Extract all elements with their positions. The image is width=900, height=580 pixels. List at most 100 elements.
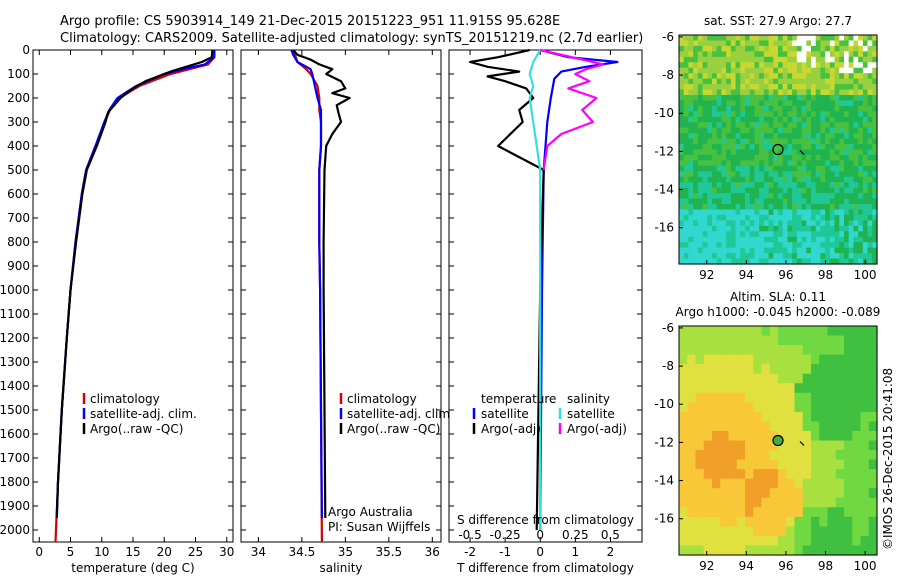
heatmap-cell	[695, 326, 705, 337]
heatmap-cell	[763, 204, 770, 211]
heatmap-cell	[726, 40, 732, 47]
heatmap-cell	[768, 78, 774, 85]
heatmap-cell	[716, 231, 723, 238]
heatmap-cell	[806, 258, 812, 265]
heatmap-cell	[786, 488, 796, 499]
heatmap-cell	[735, 193, 741, 200]
heatmap-cell	[679, 171, 685, 178]
heatmap-cell	[740, 73, 746, 80]
heatmap-cell	[720, 373, 730, 384]
heatmap-cell	[693, 56, 699, 63]
heatmap-cell	[745, 116, 751, 123]
heatmap-cell	[868, 526, 878, 537]
heatmap-cell	[835, 507, 845, 518]
heatmap-cell	[858, 94, 864, 102]
heatmap-cell	[712, 89, 718, 96]
heatmap-cell	[697, 84, 704, 91]
heatmap-cell	[730, 198, 737, 205]
heatmap-cell	[872, 204, 878, 211]
heatmap-cell	[768, 73, 774, 80]
heatmap-cell	[872, 214, 878, 221]
heatmap-cell	[740, 209, 746, 216]
y-tick-label: 600	[7, 187, 30, 201]
heatmap-cell	[712, 345, 721, 356]
heatmap-cell	[778, 335, 787, 346]
heatmap-cell	[735, 67, 741, 74]
heatmap-cell	[862, 160, 869, 167]
heatmap-cell	[759, 182, 765, 189]
heatmap-cell	[745, 231, 751, 238]
heatmap-cell	[811, 326, 820, 337]
heatmap-cell	[786, 326, 796, 337]
heatmap-cell	[825, 51, 831, 58]
y-tick-label: -14	[654, 183, 674, 197]
heatmap-cell	[848, 67, 855, 74]
heatmap-cell	[782, 56, 789, 63]
heatmap-cell	[697, 45, 704, 52]
heatmap-cell	[778, 35, 784, 42]
heatmap-cell	[716, 111, 723, 118]
heatmap-cell	[839, 236, 845, 243]
heatmap-cell	[835, 335, 845, 346]
heatmap-cell	[811, 450, 820, 461]
heatmap-cell	[782, 214, 789, 221]
heatmap-cell	[815, 253, 822, 260]
heatmap-cell	[679, 198, 685, 205]
heatmap-cell	[679, 364, 688, 375]
heatmap-cell	[736, 507, 746, 518]
heatmap-cell	[834, 89, 840, 96]
heatmap-cell	[697, 105, 704, 112]
heatmap-cell	[679, 209, 685, 216]
heatmap-cell	[782, 138, 789, 145]
heatmap-cell	[763, 111, 770, 118]
heatmap-cell	[787, 67, 793, 74]
heatmap-cell	[811, 165, 817, 172]
heatmap-cell	[820, 247, 826, 254]
heatmap-cell	[872, 193, 878, 200]
heatmap-cell	[862, 133, 869, 140]
heatmap-cell	[872, 165, 878, 172]
heatmap-cell	[740, 236, 746, 243]
heatmap-cell	[716, 171, 723, 178]
heatmap-cell	[794, 383, 804, 394]
heatmap-cell	[792, 45, 798, 52]
heatmap-cell	[687, 507, 697, 518]
heatmap-cell	[792, 242, 798, 249]
heatmap-cell	[811, 56, 817, 63]
plot-frame	[448, 49, 643, 543]
heatmap-cell	[860, 478, 870, 489]
heatmap-cell	[736, 526, 746, 537]
heatmap-cell	[702, 127, 708, 134]
plot-frame	[32, 49, 234, 543]
heatmap-cell	[768, 116, 774, 123]
heatmap-cell	[745, 62, 751, 69]
argo-location-marker	[772, 143, 784, 156]
heatmap-cell	[768, 236, 774, 243]
heatmap-cell	[683, 127, 690, 134]
heatmap-cell	[792, 165, 798, 172]
heatmap-cell	[749, 84, 756, 91]
header-line2: Climatology: CARS2009. Satellite-adjuste…	[60, 31, 643, 46]
heatmap-cell	[730, 258, 737, 265]
heatmap-cell	[820, 253, 826, 260]
heatmap-cell	[749, 122, 756, 129]
heatmap-cell	[867, 116, 873, 123]
heatmap-cell	[687, 345, 697, 356]
heatmap-cell	[769, 430, 779, 442]
heatmap-cell	[759, 165, 765, 172]
heatmap-cell	[806, 193, 812, 200]
heatmap-cell	[787, 193, 793, 200]
heatmap-cell	[736, 354, 746, 365]
heatmap-cell	[839, 89, 845, 96]
heatmap-cell	[749, 231, 756, 238]
heatmap-cell	[872, 149, 878, 156]
heatmap-cell	[687, 526, 697, 537]
heatmap-cell	[848, 236, 855, 243]
heatmap-cell	[853, 67, 859, 74]
heatmap-cell	[853, 40, 859, 47]
x2-tick-label: 0.25	[562, 528, 589, 542]
heatmap-cell	[792, 176, 798, 183]
heatmap-cell	[782, 45, 789, 52]
heatmap-cell	[867, 73, 873, 80]
heatmap-cell	[754, 116, 760, 123]
